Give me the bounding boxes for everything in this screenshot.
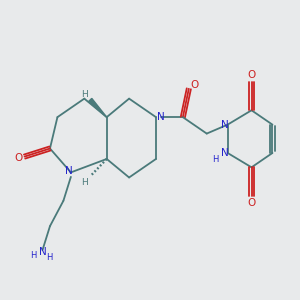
Text: N: N <box>157 112 164 122</box>
Text: H: H <box>212 155 218 164</box>
Text: H: H <box>46 253 52 262</box>
Text: N: N <box>221 148 229 158</box>
Text: H: H <box>82 178 88 187</box>
Text: N: N <box>221 120 229 130</box>
Text: O: O <box>14 153 22 163</box>
Text: O: O <box>248 198 256 208</box>
Polygon shape <box>89 98 107 117</box>
Text: N: N <box>39 247 47 256</box>
Text: N: N <box>65 166 73 176</box>
Text: O: O <box>190 80 198 90</box>
Text: H: H <box>82 90 88 99</box>
Text: O: O <box>248 70 256 80</box>
Text: H: H <box>30 251 37 260</box>
